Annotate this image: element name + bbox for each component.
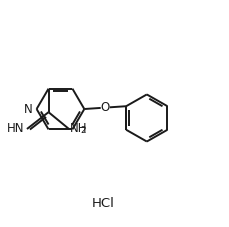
Text: HCl: HCl [92, 197, 114, 210]
Text: NH: NH [70, 122, 87, 135]
Text: HN: HN [7, 123, 24, 136]
Text: 2: 2 [79, 126, 85, 135]
Text: O: O [100, 101, 109, 114]
Text: N: N [24, 103, 32, 116]
